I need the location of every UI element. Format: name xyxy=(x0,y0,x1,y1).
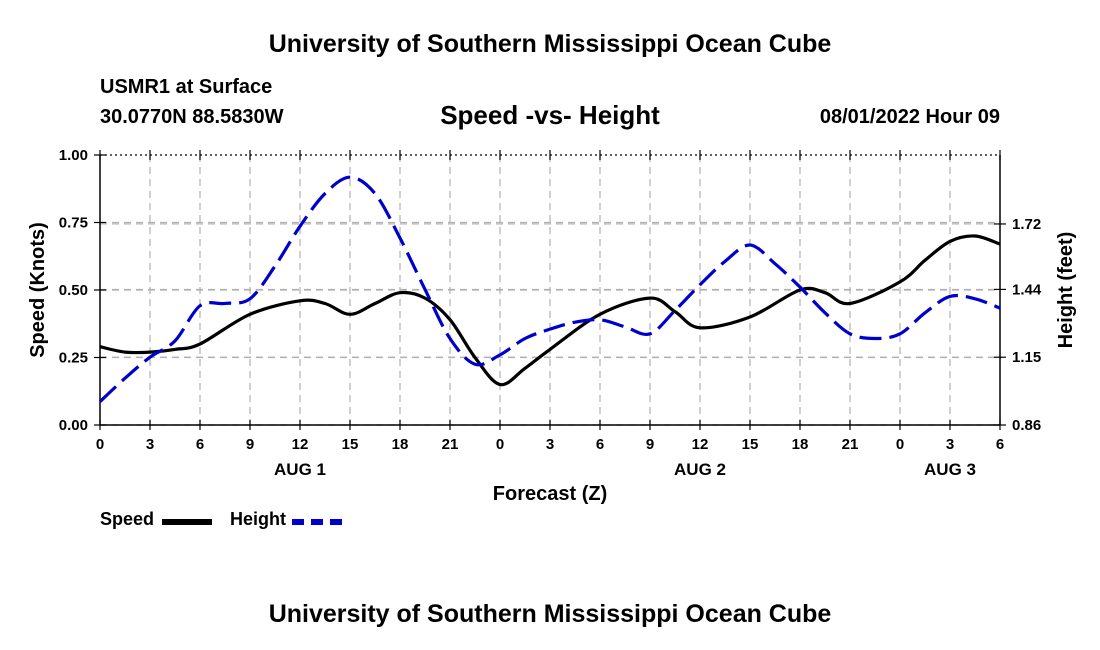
x-tick-label: 3 xyxy=(146,436,154,453)
x-tick-label: 6 xyxy=(596,436,604,453)
x-tick-label: 0 xyxy=(96,436,104,453)
y-tick-label-right: 0.86 xyxy=(1012,417,1041,434)
y-tick-label-left: 0.50 xyxy=(59,282,88,299)
y-tick-label-right: 1.15 xyxy=(1012,349,1041,366)
x-tick-label: 3 xyxy=(546,436,554,453)
legend-speed-swatch xyxy=(162,519,212,525)
legend-speed-label: Speed xyxy=(100,509,155,529)
x-tick-label: 18 xyxy=(392,436,409,453)
x-tick-label: 0 xyxy=(496,436,504,453)
y-tick-label-right: 1.44 xyxy=(1012,281,1042,298)
x-tick-label: 21 xyxy=(842,436,859,453)
x-tick-label: 12 xyxy=(692,436,709,453)
x-day-label: AUG 3 xyxy=(924,460,976,479)
x-tick-label: 9 xyxy=(646,436,654,453)
x-axis-title: Forecast (Z) xyxy=(493,483,607,505)
forecast-datetime: 08/01/2022 Hour 09 xyxy=(819,106,1000,128)
x-tick-label: 6 xyxy=(996,436,1004,453)
x-day-label: AUG 1 xyxy=(274,460,326,479)
y-axis-title-right: Height (feet) xyxy=(1055,232,1077,349)
series-line-speed xyxy=(99,234,1001,387)
page-title: University of Southern Mississippi Ocean… xyxy=(268,30,832,58)
x-tick-label: 18 xyxy=(792,436,809,453)
x-tick-label: 12 xyxy=(292,436,309,453)
x-tick-label: 21 xyxy=(442,436,459,453)
y-tick-label-right: 1.72 xyxy=(1012,216,1041,233)
x-day-label: AUG 2 xyxy=(674,460,726,479)
y-tick-label-left: 0.75 xyxy=(59,215,88,232)
footer-title: University of Southern Mississippi Ocean… xyxy=(268,600,832,628)
station-coordinates: 30.0770N 88.5830W xyxy=(100,106,284,128)
y-tick-label-left: 0.00 xyxy=(59,417,88,434)
x-tick-label: 9 xyxy=(246,436,254,453)
x-tick-label: 3 xyxy=(946,436,954,453)
legend-height-swatch xyxy=(292,519,342,525)
x-tick-label: 15 xyxy=(342,436,359,453)
series-line-height xyxy=(98,175,1001,403)
chart-title: Speed -vs- Height xyxy=(440,100,660,130)
x-tick-label: 0 xyxy=(896,436,904,453)
y-axis-title-left: Speed (Knots) xyxy=(27,222,49,358)
y-tick-label-left: 0.25 xyxy=(59,350,88,367)
station-name: USMR1 at Surface xyxy=(100,76,273,98)
legend-height-label: Height xyxy=(230,509,286,529)
y-tick-label-left: 1.00 xyxy=(59,147,88,164)
x-tick-label: 15 xyxy=(742,436,759,453)
x-tick-label: 6 xyxy=(196,436,204,453)
